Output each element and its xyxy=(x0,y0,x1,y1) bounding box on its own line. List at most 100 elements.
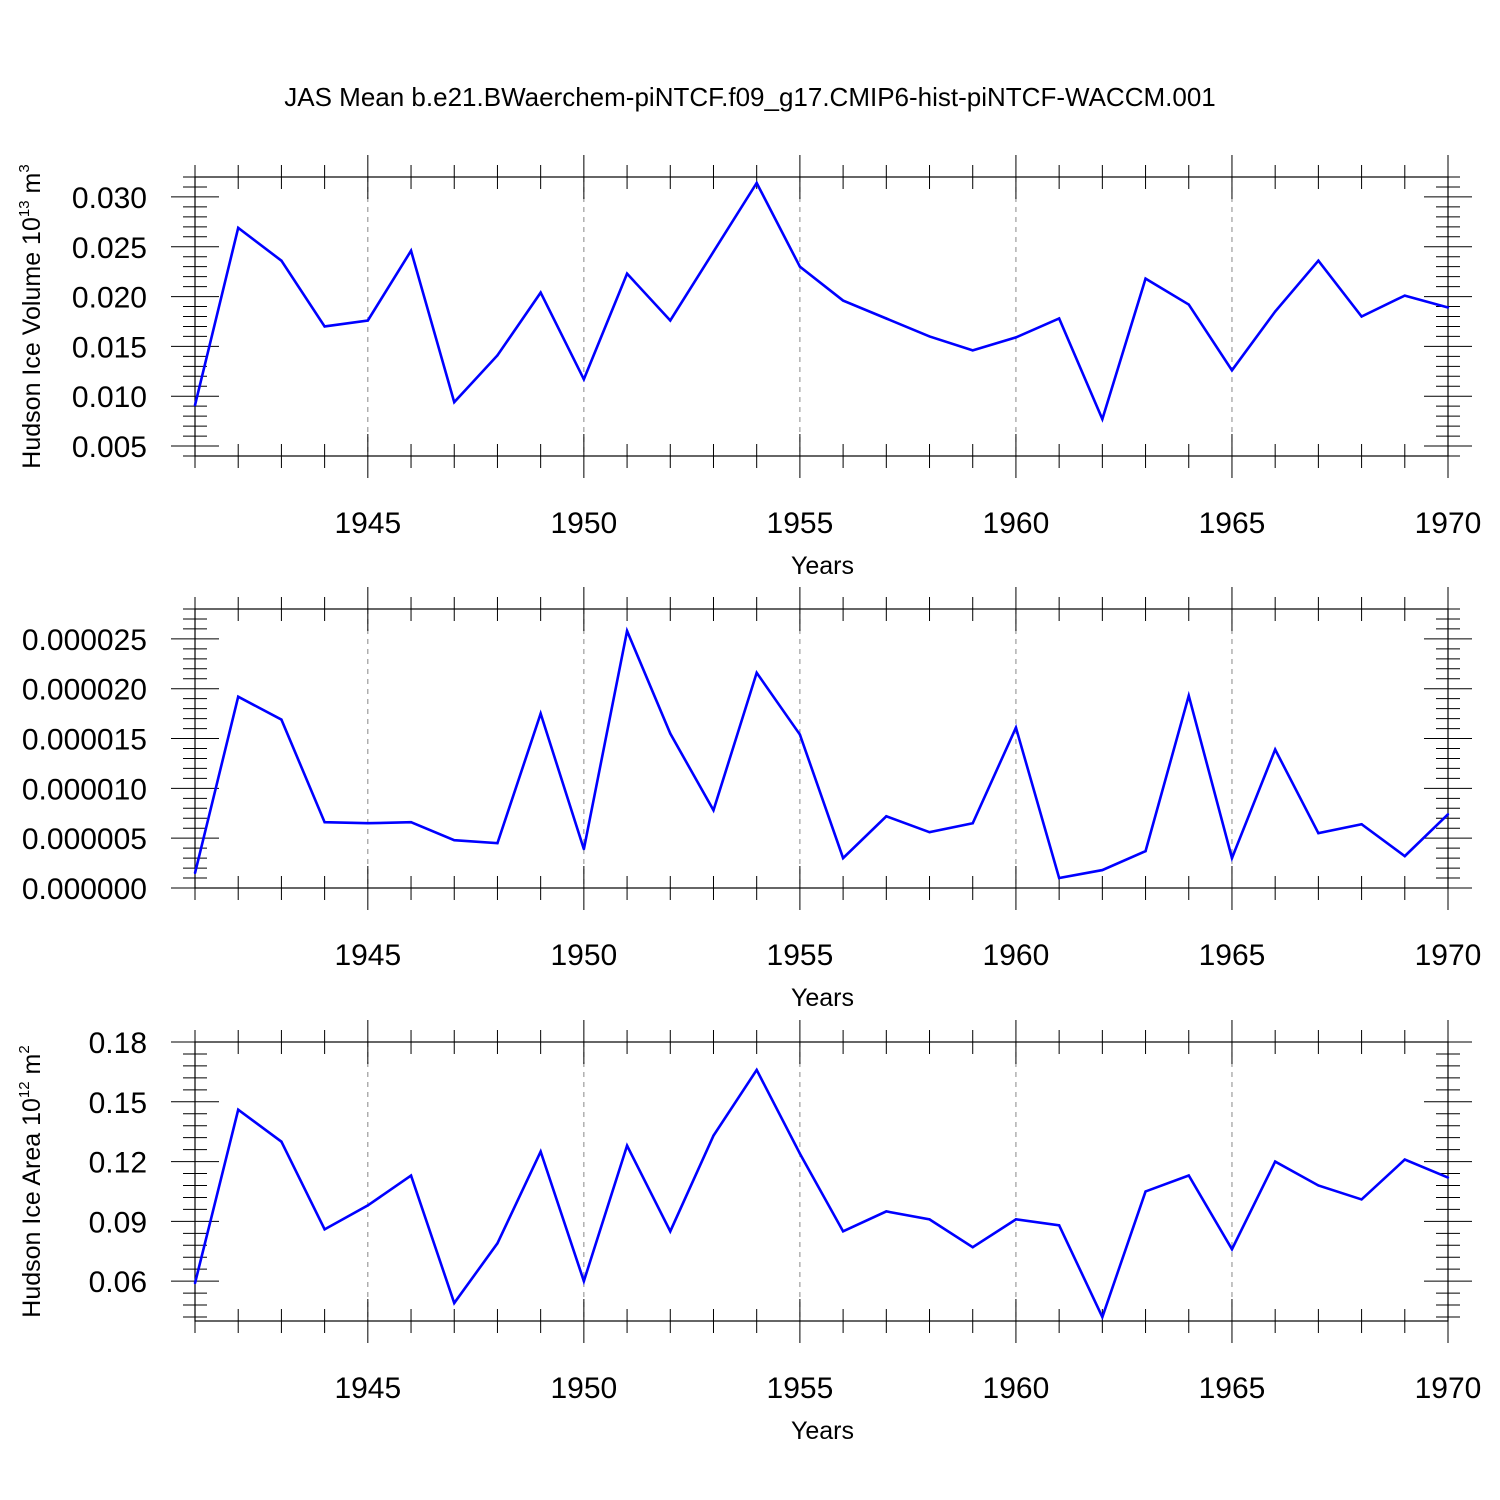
data-point xyxy=(409,821,413,824)
data-point xyxy=(1360,315,1363,318)
data-point xyxy=(496,354,499,357)
data-point xyxy=(1057,1224,1061,1227)
y-tick-label: 0.000025 xyxy=(22,624,147,657)
data-point xyxy=(1317,259,1320,262)
x-axis-title: Years xyxy=(791,984,854,1012)
data-point xyxy=(1273,748,1277,751)
panel-3: 0.06 0.09 0.12 0.15 0.18 1945 1950 1955 1960 1965… xyxy=(16,1020,1481,1445)
data-point xyxy=(237,1108,240,1111)
y-tick-label: 0.06 xyxy=(89,1266,147,1299)
data-point xyxy=(237,226,240,230)
y-axis-title: Hudson Ice Area 1012 m2 xyxy=(16,1045,46,1317)
x-tick-label: 1945 xyxy=(334,1372,401,1405)
y-tick-label: 0.015 xyxy=(72,331,147,364)
data-point xyxy=(1014,336,1018,339)
data-point xyxy=(453,1301,456,1305)
data-point xyxy=(453,400,456,404)
data-point xyxy=(1230,856,1234,860)
data-point xyxy=(539,291,542,294)
data-point xyxy=(237,695,240,698)
data-point xyxy=(1014,726,1018,729)
data-point xyxy=(712,250,715,253)
x-tick-label: 1955 xyxy=(767,507,834,540)
data-point xyxy=(625,629,629,633)
data-point xyxy=(496,1242,499,1245)
data-point xyxy=(280,718,283,721)
x-tick-label: 1950 xyxy=(550,507,617,540)
data-point xyxy=(453,838,456,842)
data-point xyxy=(539,1150,542,1153)
y-tick-label: 0.010 xyxy=(72,381,147,414)
data-point xyxy=(366,822,370,825)
data-point xyxy=(798,1152,802,1155)
y-tick-label: 0.12 xyxy=(89,1147,147,1180)
data-point xyxy=(1403,854,1406,858)
y-tick-label: 0.18 xyxy=(89,1027,147,1060)
x-axis-title: Years xyxy=(791,1417,854,1445)
x-tick-label: 1965 xyxy=(1199,1372,1266,1405)
data-point xyxy=(323,821,326,824)
data-point xyxy=(1403,294,1406,297)
data-point xyxy=(625,272,629,275)
y-axis-title: Hudson Ice Volume 1013 m3 xyxy=(16,164,46,468)
data-point xyxy=(1273,310,1277,313)
data-point xyxy=(1057,317,1061,320)
data-point xyxy=(496,841,499,845)
data-point xyxy=(1273,1160,1277,1163)
y-tick-label: 0.000015 xyxy=(22,724,147,757)
data-point xyxy=(928,335,931,338)
data-point xyxy=(971,1246,974,1249)
data-point xyxy=(539,712,542,715)
data-point xyxy=(928,831,931,834)
data-point xyxy=(798,733,802,736)
data-point xyxy=(755,671,758,674)
data-point xyxy=(1446,1176,1450,1179)
data-point xyxy=(1144,1190,1147,1193)
panel-1: 0.005 0.010 0.015 0.020 0.025 0.030 1945 1950 19… xyxy=(16,155,1481,580)
data-point xyxy=(841,299,845,302)
series-line xyxy=(193,626,1449,880)
data-point xyxy=(1446,813,1450,816)
data-point xyxy=(712,809,715,812)
series-line xyxy=(193,1067,1449,1321)
y-tick-label: 0.020 xyxy=(72,282,147,315)
data-point xyxy=(323,325,326,328)
x-tick-label: 1960 xyxy=(983,1372,1050,1405)
data-point xyxy=(1101,868,1104,872)
x-tick-label: 1965 xyxy=(1199,939,1266,972)
plot-frame xyxy=(194,1041,1449,1322)
y-tick-label: 0.025 xyxy=(72,232,147,265)
data-point xyxy=(1101,417,1104,421)
y-tick-label: 0.000005 xyxy=(22,823,147,856)
data-point xyxy=(1403,1158,1406,1161)
data-point xyxy=(971,822,974,825)
x-tick-label: 1965 xyxy=(1199,507,1266,540)
data-point xyxy=(928,1218,931,1221)
data-point xyxy=(1317,1184,1320,1187)
data-point xyxy=(193,403,197,407)
x-tick-label: 1960 xyxy=(983,507,1050,540)
x-tick-label: 1950 xyxy=(550,939,617,972)
data-point xyxy=(669,319,672,322)
data-point xyxy=(280,1140,283,1143)
data-point xyxy=(669,1230,672,1233)
data-point xyxy=(409,1174,413,1177)
data-point xyxy=(582,1279,586,1283)
x-tick-label: 1960 xyxy=(983,939,1050,972)
series-line xyxy=(193,180,1449,423)
figure-title: JAS Mean b.e21.BWaerchem-piNTCF.f09_g17.… xyxy=(284,82,1215,112)
x-tick-label: 1950 xyxy=(550,1372,617,1405)
x-axis-title: Years xyxy=(791,552,854,580)
data-point xyxy=(323,1228,326,1231)
data-point xyxy=(755,181,758,185)
data-point xyxy=(798,265,802,268)
data-point xyxy=(669,732,672,735)
data-point xyxy=(971,349,974,352)
data-point xyxy=(755,1068,758,1072)
data-point xyxy=(193,871,197,875)
data-point xyxy=(1144,849,1147,853)
y-tick-label: 0.000000 xyxy=(22,873,147,906)
x-tick-label: 1970 xyxy=(1415,939,1482,972)
x-tick-label: 1955 xyxy=(767,939,834,972)
